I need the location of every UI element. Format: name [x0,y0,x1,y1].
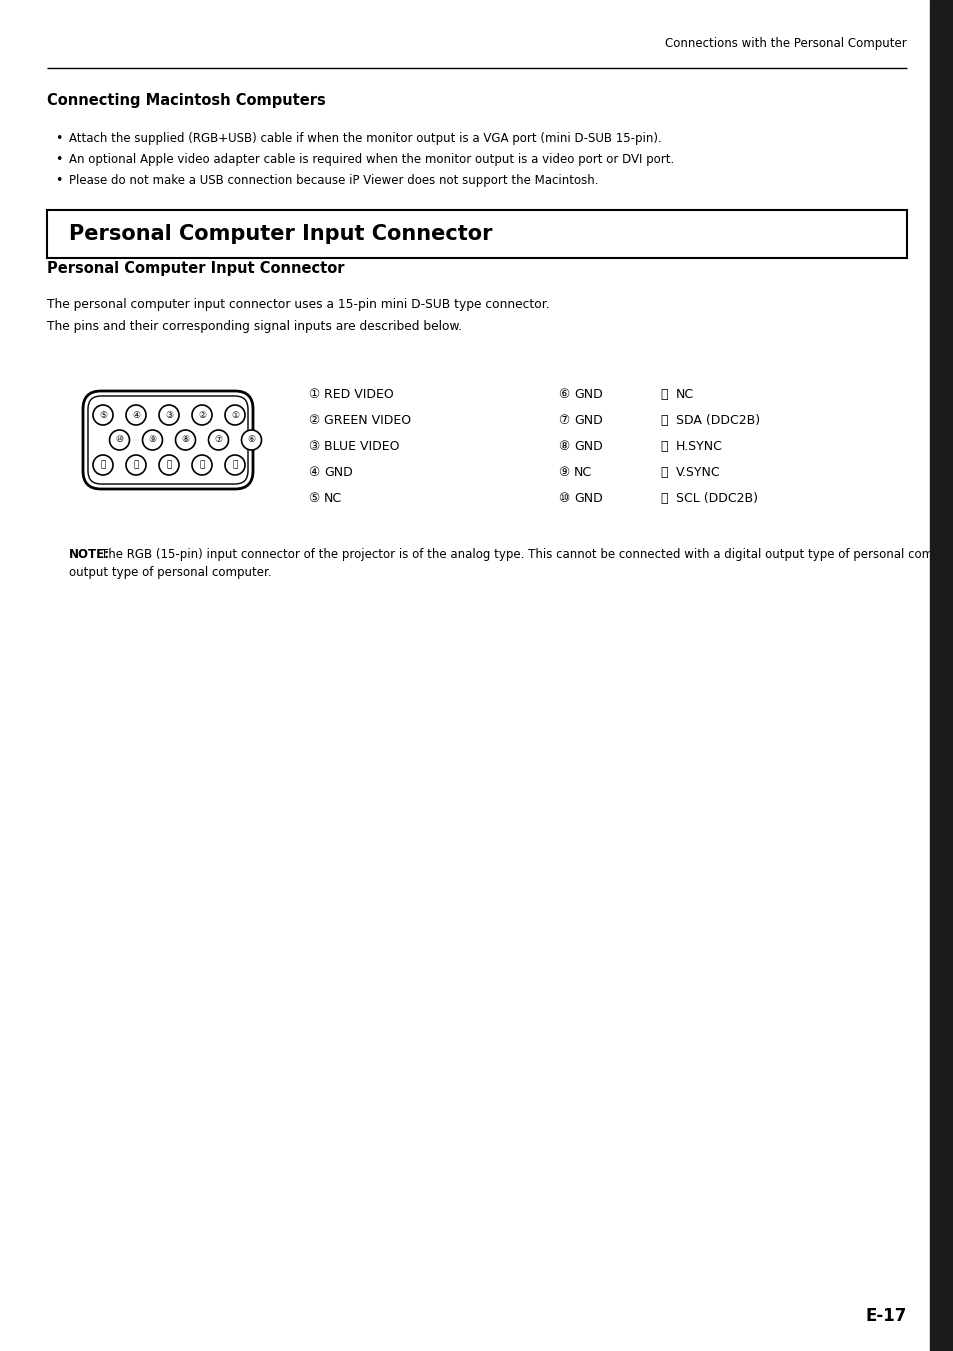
Text: ⑪: ⑪ [233,461,237,470]
Circle shape [159,405,179,426]
Text: RED VIDEO: RED VIDEO [324,388,394,401]
Text: The personal computer input connector uses a 15-pin mini D-SUB type connector.: The personal computer input connector us… [47,299,549,311]
Text: V.SYNC: V.SYNC [676,466,720,480]
FancyBboxPatch shape [83,390,253,489]
Text: output type of personal computer.: output type of personal computer. [69,566,272,580]
Text: ⑮: ⑮ [659,492,667,505]
Text: ⑪: ⑪ [659,388,667,401]
Text: ⑥: ⑥ [558,388,569,401]
Bar [47,209,906,258]
Text: The RGB (15-pin) input connector of the projector is of the analog type. This ca: The RGB (15-pin) input connector of the … [101,549,953,561]
Text: Personal Computer Input Connector: Personal Computer Input Connector [47,261,344,276]
Text: ⑮: ⑮ [100,461,106,470]
Text: NOTE:: NOTE: [69,549,110,561]
Text: GREEN VIDEO: GREEN VIDEO [324,413,411,427]
Text: ⑨: ⑨ [558,466,569,480]
Text: ④: ④ [132,411,140,420]
Circle shape [92,405,112,426]
Text: ⑥: ⑥ [247,435,255,444]
Text: Connections with the Personal Computer: Connections with the Personal Computer [664,36,906,50]
Text: •: • [55,174,62,186]
Text: ⑫: ⑫ [659,413,667,427]
Text: ④: ④ [308,466,319,480]
Text: E-17: E-17 [864,1306,906,1325]
Text: NC: NC [324,492,342,505]
Text: GND: GND [324,466,353,480]
Text: ⑨: ⑨ [149,435,156,444]
Text: •: • [55,153,62,166]
Circle shape [126,405,146,426]
Text: BLUE VIDEO: BLUE VIDEO [324,440,399,453]
Text: ⑤: ⑤ [99,411,107,420]
Text: ⑦: ⑦ [214,435,222,444]
Text: ⑤: ⑤ [308,492,319,505]
Circle shape [192,455,212,476]
Bar [929,0,953,1351]
Circle shape [159,455,179,476]
Text: Connecting Macintosh Computers: Connecting Macintosh Computers [47,93,325,108]
Text: ⑭: ⑭ [659,466,667,480]
Text: ⑫: ⑫ [199,461,205,470]
Text: GND: GND [574,492,602,505]
Text: ⑧: ⑧ [558,440,569,453]
Text: ②: ② [308,413,319,427]
Text: NC: NC [574,466,592,480]
Circle shape [225,455,245,476]
Text: SDA (DDC2B): SDA (DDC2B) [676,413,760,427]
Circle shape [142,430,162,450]
Circle shape [225,405,245,426]
Text: Attach the supplied (RGB+USB) cable if when the monitor output is a VGA port (mi: Attach the supplied (RGB+USB) cable if w… [69,132,661,145]
Text: ①: ① [231,411,239,420]
Text: ⑬: ⑬ [659,440,667,453]
Circle shape [92,455,112,476]
Text: GND: GND [574,388,602,401]
Text: H.SYNC: H.SYNC [676,440,722,453]
Circle shape [241,430,261,450]
Text: Please do not make a USB connection because iP Viewer does not support the Macin: Please do not make a USB connection beca… [69,174,598,186]
Text: ②: ② [197,411,206,420]
Text: Personal Computer Input Connector: Personal Computer Input Connector [69,224,492,245]
Text: •: • [55,132,62,145]
Text: ⑭: ⑭ [133,461,138,470]
Text: GND: GND [574,440,602,453]
Circle shape [110,430,130,450]
FancyBboxPatch shape [88,396,248,484]
Circle shape [209,430,229,450]
Text: ③: ③ [308,440,319,453]
Text: ⑧: ⑧ [181,435,190,444]
Text: ③: ③ [165,411,172,420]
Text: ⑬: ⑬ [166,461,172,470]
Text: ⑦: ⑦ [558,413,569,427]
Text: ⑩: ⑩ [558,492,569,505]
Circle shape [175,430,195,450]
Text: The pins and their corresponding signal inputs are described below.: The pins and their corresponding signal … [47,320,462,332]
Text: GND: GND [574,413,602,427]
Text: NC: NC [676,388,694,401]
Circle shape [126,455,146,476]
Text: ①: ① [308,388,319,401]
Text: ⑩: ⑩ [115,435,124,444]
Text: An optional Apple video adapter cable is required when the monitor output is a v: An optional Apple video adapter cable is… [69,153,674,166]
Text: SCL (DDC2B): SCL (DDC2B) [676,492,758,505]
Circle shape [192,405,212,426]
